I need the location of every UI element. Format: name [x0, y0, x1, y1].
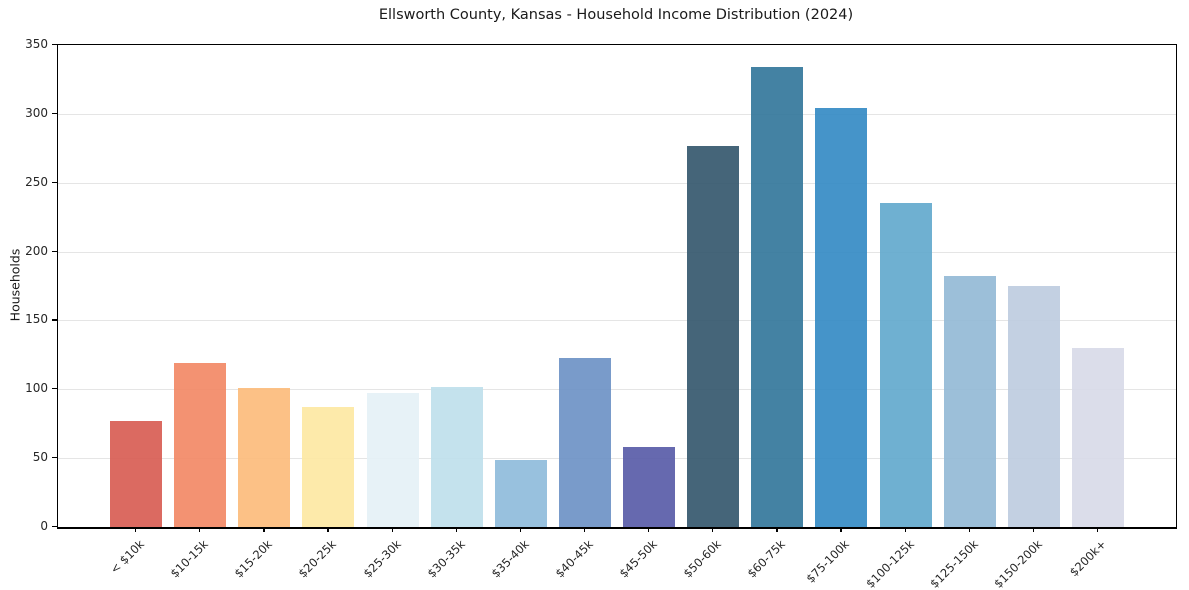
xtick-mark-< $10k [135, 528, 137, 532]
xtick-mark-$100-125k [904, 528, 906, 532]
ytick-mark-200 [52, 250, 57, 252]
xtick-mark-$40-45k [583, 528, 586, 532]
ytick-mark-150 [52, 319, 57, 321]
xtick-mark-$200k+ [1096, 528, 1099, 532]
bar-$200k+ [1071, 347, 1124, 527]
xtick-label-$35-40k: $35-40k [488, 537, 532, 581]
ytick-mark-300 [52, 112, 57, 115]
ytick-mark-100 [52, 388, 57, 390]
plot-area [57, 44, 1177, 529]
bar-< $10k [110, 420, 163, 527]
bar-$20-25k [302, 407, 355, 527]
xtick-mark-$20-25k [327, 528, 329, 532]
xtick-label-$20-25k: $20-25k [295, 537, 340, 581]
bar-$45-50k [623, 447, 676, 527]
gridline-y-250 [58, 182, 1176, 184]
xtick-label-$75-100k: $75-100k [803, 537, 853, 586]
bar-$35-40k [494, 459, 547, 527]
chart-title: Ellsworth County, Kansas - Household Inc… [378, 7, 854, 23]
bar-$40-45k [558, 357, 611, 527]
bar-$50-60k [687, 145, 740, 527]
bar-$100-125k [879, 203, 932, 527]
xtick-label-$45-50k: $45-50k [616, 537, 660, 581]
ytick-label-0: 0 [40, 519, 48, 533]
xtick-label-$25-30k: $25-30k [360, 537, 404, 581]
xtick-label-$60-75k: $60-75k [744, 537, 789, 581]
xtick-mark-$125-150k [968, 528, 970, 532]
xtick-label-$100-125k: $100-125k [862, 537, 917, 590]
ytick-mark-0 [52, 526, 57, 528]
ytick-label-350: 350 [25, 37, 48, 51]
ytick-label-150: 150 [25, 312, 48, 327]
xtick-label-$150-200k: $150-200k [990, 537, 1045, 590]
gridline-y-100 [58, 389, 1176, 391]
xtick-label-$50-60k: $50-60k [680, 537, 725, 581]
ytick-label-200: 200 [25, 243, 48, 258]
y-axis-label: Households [7, 248, 23, 322]
gridline-y-200 [58, 251, 1176, 253]
xtick-label-$40-45k: $40-45k [552, 537, 596, 581]
ytick-mark-50 [52, 457, 57, 459]
xtick-label-< $10k: < $10k [107, 537, 147, 577]
bar-$10-15k [174, 363, 227, 527]
xtick-mark-$25-30k [391, 528, 393, 532]
xtick-label-$15-20k: $15-20k [231, 537, 276, 581]
xtick-label-$200k+: $200k+ [1066, 537, 1109, 580]
bar-$150-200k [1007, 286, 1060, 527]
bar-$30-35k [430, 386, 483, 527]
ytick-label-100: 100 [25, 381, 48, 396]
bar-$125-150k [943, 276, 996, 527]
xtick-mark-$35-40k [519, 528, 521, 532]
xtick-mark-$45-50k [648, 528, 650, 532]
xtick-mark-$60-75k [776, 528, 778, 532]
xtick-mark-$75-100k [840, 528, 842, 532]
gridline-y-50 [58, 458, 1176, 460]
ytick-label-300: 300 [25, 105, 48, 120]
xtick-mark-$150-200k [1032, 528, 1034, 532]
gridline-y-300 [58, 113, 1176, 115]
bar-$15-20k [238, 387, 291, 527]
xtick-label-$125-150k: $125-150k [926, 537, 981, 590]
bar-$25-30k [366, 393, 419, 527]
ytick-mark-250 [52, 181, 57, 183]
xtick-mark-$10-15k [199, 528, 201, 532]
xtick-mark-$30-35k [455, 528, 457, 532]
xtick-mark-$50-60k [712, 528, 714, 532]
xtick-label-$10-15k: $10-15k [167, 537, 212, 581]
ytick-label-50: 50 [32, 450, 48, 465]
bar-$60-75k [751, 67, 804, 527]
ytick-mark-350 [52, 44, 57, 46]
bar-$75-100k [815, 108, 868, 527]
xtick-mark-$15-20k [263, 528, 265, 532]
ytick-label-250: 250 [25, 174, 48, 189]
xtick-label-$30-35k: $30-35k [424, 537, 468, 581]
gridline-y-150 [58, 320, 1176, 322]
